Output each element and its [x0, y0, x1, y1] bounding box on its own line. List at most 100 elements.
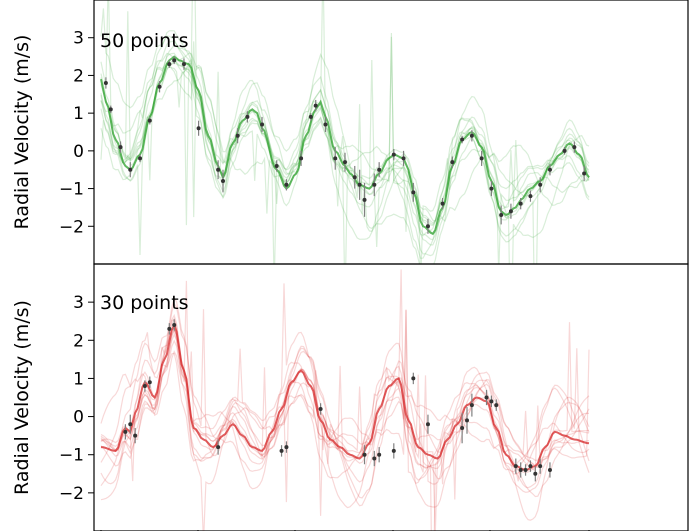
posterior-sample-line [100, 302, 590, 499]
y-axis-label-50: Radial Velocity (m/s) [11, 35, 33, 230]
posterior-sample-line [100, 59, 590, 227]
y-tick-label: 3 [73, 29, 84, 49]
posterior-sample-line [100, 52, 590, 237]
data-points-50 [103, 58, 587, 229]
data-point [528, 464, 533, 469]
data-point [103, 80, 108, 85]
data-point [318, 406, 323, 411]
data-point [181, 62, 186, 67]
data-point [172, 323, 177, 328]
data-point [196, 126, 201, 131]
data-point [518, 201, 523, 206]
y-tick-label: 1 [73, 369, 84, 389]
data-point [245, 114, 250, 119]
posterior-sample-line [100, 310, 590, 501]
y-ticks-50: −2 −1 0 1 2 3 [59, 29, 94, 237]
data-point [235, 133, 240, 138]
panel-30-points: −2 −1 0 1 2 3 30 points Radial Velocity (m/s) [11, 263, 689, 531]
y-tick-label: 1 [73, 104, 84, 124]
posterior-sample-line [100, 269, 590, 508]
data-point [479, 156, 484, 161]
data-point [299, 156, 304, 161]
data-point [167, 62, 172, 67]
data-point [538, 464, 543, 469]
y-ticks-30: −2 −1 0 1 2 3 [59, 293, 94, 504]
data-point [147, 118, 152, 123]
data-point [440, 201, 445, 206]
data-point [460, 426, 465, 431]
posterior-sample-line [100, 0, 590, 237]
data-point [123, 429, 128, 434]
data-point [216, 167, 221, 172]
data-point [499, 212, 504, 217]
annotation-30-points: 30 points [100, 292, 189, 314]
data-point [333, 156, 338, 161]
data-point [172, 58, 177, 63]
data-point [469, 403, 474, 408]
posterior-sample-line [100, 0, 590, 223]
data-point [465, 418, 469, 423]
data-point [494, 403, 499, 408]
data-point [362, 197, 367, 202]
data-point [538, 182, 543, 187]
y-tick-label: 2 [73, 66, 84, 86]
annotation-50-points: 50 points [100, 30, 189, 52]
y-tick-label: 0 [73, 142, 84, 162]
data-point [484, 395, 489, 400]
data-point [391, 448, 396, 453]
data-point [450, 160, 455, 165]
data-point [284, 445, 289, 450]
data-point [460, 137, 465, 142]
data-point [572, 145, 577, 150]
data-point [128, 422, 133, 427]
data-point [533, 471, 538, 476]
data-point [547, 467, 552, 472]
posterior-sample-line [100, 8, 590, 264]
data-point [108, 107, 113, 112]
data-point [284, 182, 289, 187]
data-point [377, 452, 382, 457]
data-point [372, 456, 377, 461]
data-point [343, 160, 347, 165]
data-point [528, 194, 533, 199]
posterior-sample-line [100, 339, 590, 521]
data-points-30 [123, 323, 552, 476]
y-tick-label: −1 [59, 180, 84, 200]
data-point [547, 167, 552, 172]
posterior-sample-line [100, 297, 590, 516]
y-axis-label-30: Radial Velocity (m/s) [11, 300, 33, 495]
posterior-sample-line [100, 328, 590, 531]
data-point [260, 122, 265, 127]
y-tick-label: 0 [73, 408, 84, 428]
data-point [167, 326, 172, 331]
axes-frame-30 [93, 263, 689, 531]
data-point [133, 433, 138, 438]
panel-50-points: −2 −1 0 1 2 3 50 points Radial Velocity (m/s) [11, 0, 689, 265]
data-point [274, 163, 279, 168]
y-tick-label: 3 [73, 293, 84, 313]
data-point [489, 399, 494, 404]
data-point [508, 209, 513, 214]
data-point [362, 452, 367, 457]
data-point [391, 152, 396, 157]
data-point [401, 156, 406, 161]
data-point [128, 167, 133, 172]
posterior-sample-line [100, 283, 590, 509]
data-point [372, 182, 377, 187]
data-point [425, 224, 430, 229]
data-point [518, 467, 523, 472]
data-point [138, 156, 143, 161]
data-point [523, 467, 528, 472]
data-point [562, 148, 567, 153]
posterior-sample-line [100, 41, 590, 232]
posterior-sample-line [100, 332, 590, 507]
data-point [377, 167, 382, 172]
mean-curve-30 [100, 322, 590, 472]
data-point [323, 122, 328, 127]
data-point [357, 182, 362, 187]
data-point [147, 380, 152, 385]
data-point [469, 133, 474, 138]
data-point [352, 175, 357, 180]
data-point [513, 464, 518, 469]
